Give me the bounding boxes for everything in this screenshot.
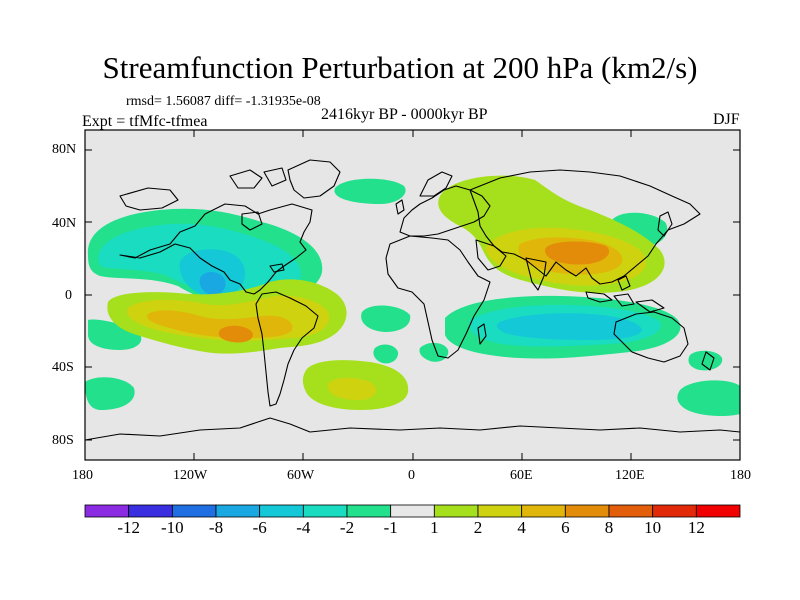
lon-label-60w: 60W (287, 468, 315, 483)
colorbar-swatch-7 (390, 504, 435, 518)
lon-label-120e: 120E (615, 468, 645, 483)
colorbar (84, 504, 741, 518)
colorbar-swatch-0 (84, 504, 130, 518)
australia-coast (613, 311, 689, 363)
greenland-coast (287, 159, 341, 199)
colorbar-swatch-6 (346, 504, 392, 518)
anomaly-fields (85, 159, 740, 441)
colorbar-swatch-9 (477, 504, 523, 518)
coastlines (85, 159, 740, 441)
south-america-coast (255, 291, 319, 407)
north-america-coast (119, 203, 313, 295)
africa-coast (385, 235, 491, 359)
colorbar-swatch-8 (433, 504, 479, 518)
asia-coast (469, 169, 701, 285)
chart-title: Streamfunction Perturbation at 200 hPa (… (102, 50, 698, 85)
colorbar-label-3: -6 (252, 518, 267, 537)
southern-ocean-west-patch (85, 377, 135, 410)
colorbar-swatch-5 (302, 504, 348, 518)
southeast-pacific-east-patch (677, 380, 740, 416)
colorbar-label-9: 4 (517, 518, 526, 537)
lat-label-40s: 40S (52, 360, 74, 375)
lat-label-40n: 40N (52, 216, 77, 231)
colorbar-label-0: -12 (117, 518, 140, 537)
experiment-label: Expt = tfMfc-tfmea (82, 113, 208, 130)
period-label: 2416kyr BP - 0000kyr BP (321, 106, 488, 123)
colorbar-swatch-11 (564, 504, 610, 518)
colorbar-label-1: -10 (160, 518, 184, 537)
negative-regions (85, 178, 740, 416)
lat-label-80n: 80N (52, 142, 77, 157)
colorbar-label-7: 1 (430, 518, 439, 537)
lat-label-80s: 80S (52, 433, 74, 448)
stats-line: rmsd= 1.56087 diff= -1.31935e-08 (126, 94, 321, 109)
colorbar-label-8: 2 (473, 518, 483, 537)
colorbar-label-6: -1 (383, 518, 398, 537)
colorbar-label-4: -4 (296, 518, 311, 537)
colorbar-swatch-3 (215, 504, 261, 518)
lon-label-180w: 180 (72, 468, 93, 483)
colorbar-swatch-10 (521, 504, 566, 518)
colorbar-label-10: 6 (561, 518, 570, 537)
colorbar-swatch-4 (259, 504, 304, 518)
lon-label-120w: 120W (173, 468, 208, 483)
colorbar-label-2: -8 (208, 518, 224, 537)
season-label: DJF (713, 111, 740, 128)
south-atlantic-patch (361, 305, 411, 332)
north-atlantic-patch (334, 178, 406, 204)
colorbar-swatch-1 (128, 504, 173, 518)
colorbar-swatch-13 (652, 504, 697, 518)
axis-ticks (84, 130, 741, 460)
europe-coast (399, 185, 491, 237)
lon-label-180e: 180 (730, 468, 751, 483)
antarctica-coast (85, 417, 740, 441)
positive-regions (107, 175, 665, 410)
colorbar-swatch-12 (608, 504, 654, 518)
lat-label-0: 0 (65, 288, 72, 303)
lon-label-60e: 60E (510, 468, 533, 483)
colorbar-swatch-14 (695, 504, 741, 518)
colorbar-label-13: 12 (687, 518, 705, 537)
colorbar-label-5: -2 (339, 518, 355, 537)
lon-label-0: 0 (408, 468, 415, 483)
colorbar-label-11: 8 (604, 518, 614, 537)
colorbar-label-12: 10 (644, 518, 662, 537)
colorbar-swatch-2 (171, 504, 217, 518)
